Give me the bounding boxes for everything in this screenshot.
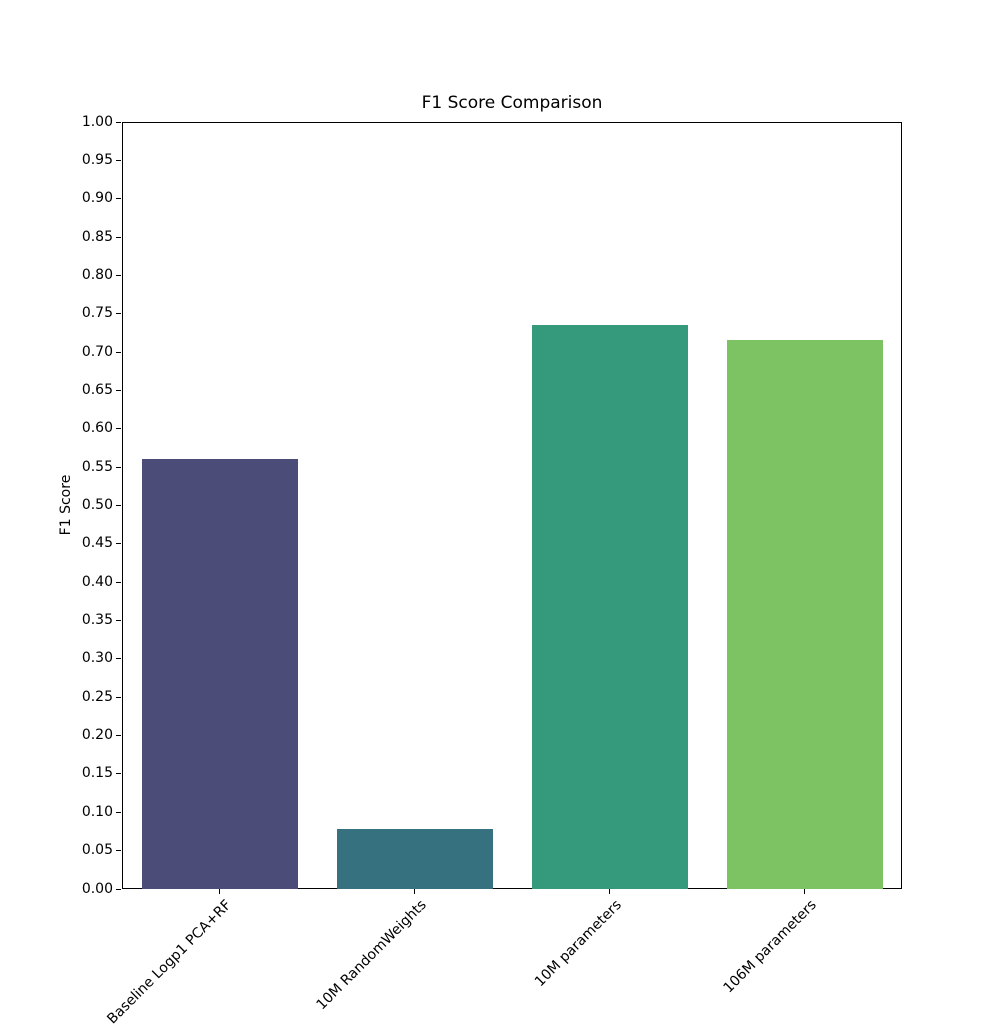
y-tick-mark [116, 620, 121, 622]
y-tick-label: 0.90 [81, 190, 113, 207]
x-tick-mark [804, 889, 805, 894]
y-tick-mark [116, 198, 121, 200]
x-tick-mark [414, 889, 415, 894]
y-tick-mark [116, 505, 121, 506]
y-tick-label: 0.75 [81, 305, 113, 322]
bar [726, 339, 883, 889]
y-tick-mark [116, 888, 121, 890]
bar [336, 829, 493, 889]
y-tick-label: 0.20 [81, 727, 113, 744]
y-tick-mark [116, 274, 121, 276]
y-tick-label: 1.00 [81, 113, 113, 130]
y-tick-label: 0.15 [81, 765, 113, 782]
plot-area: 0.00 0.05 0.10 0.15 0.20 0.25 0.30 0.35 0.40 0.45… [82, 114, 902, 1027]
x-tick-mark [609, 889, 610, 894]
y-tick-mark [116, 735, 121, 737]
x-tick-label: Baseline Logp1 PCA+RF [104, 897, 235, 1028]
y-tick-mark [116, 466, 121, 468]
y-tick-mark [116, 658, 121, 660]
y-tick-label: 0.45 [81, 535, 113, 552]
y-tick-mark [116, 811, 121, 813]
bar [141, 459, 298, 889]
x-tick-mark [219, 889, 220, 894]
y-tick-mark [116, 850, 121, 852]
bar [531, 325, 688, 889]
x-tick-label: 10M RandomWeights [313, 897, 430, 1014]
chart-title: F1 Score Comparison [421, 93, 603, 113]
y-tick-mark [116, 543, 121, 545]
y-tick-label: 0.00 [81, 880, 113, 897]
figure: F1 Score Comparison F1 Score 0.00 0.05 0.1… [58, 93, 902, 1027]
y-tick-label: 0.30 [81, 650, 113, 667]
y-tick-mark [116, 389, 121, 391]
y-tick-mark [116, 159, 121, 161]
y-tick-label: 0.35 [81, 612, 113, 629]
y-tick-mark [116, 773, 121, 775]
y-tick-label: 0.55 [81, 458, 113, 475]
y-tick-label: 0.10 [81, 803, 113, 820]
y-tick-mark [116, 351, 121, 353]
y-tick-mark [116, 428, 121, 430]
y-tick-label: 0.85 [81, 228, 113, 245]
y-tick-label: 0.40 [81, 573, 113, 590]
y-tick-mark [116, 581, 121, 583]
y-tick-mark [116, 236, 121, 238]
y-tick-mark [116, 313, 121, 315]
y-tick-label: 0.60 [81, 420, 113, 437]
y-tick-label: 0.80 [81, 266, 113, 283]
y-tick-label: 0.05 [81, 842, 113, 859]
y-tick-label: 0.65 [81, 381, 113, 398]
y-tick-mark [116, 696, 121, 698]
y-tick-label: 0.50 [81, 497, 113, 513]
x-tick-label: 10M parameters [531, 897, 625, 991]
x-tick-label: 106M parameters [720, 897, 820, 997]
y-tick-label: 0.25 [81, 688, 113, 705]
y-tick-label: 0.70 [81, 343, 113, 360]
y-tick-label: 0.95 [81, 151, 113, 168]
y-tick-mark [116, 121, 121, 123]
